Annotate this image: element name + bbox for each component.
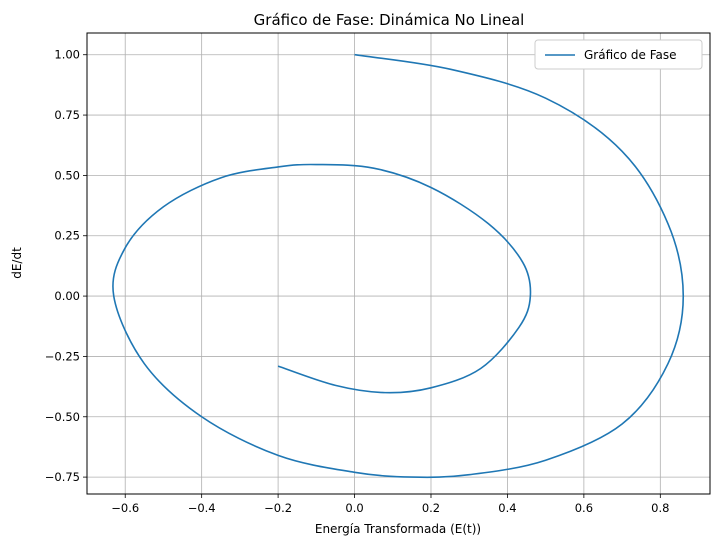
x-tick-label: −0.4 (188, 501, 216, 515)
legend-box (534, 39, 703, 70)
x-tick-label: 0.2 (422, 501, 440, 515)
series-layer (112, 53, 685, 479)
x-tick-label: −0.2 (264, 501, 292, 515)
grid-layer (87, 33, 710, 494)
series-line-grafico-de-fase (112, 53, 685, 479)
plot-frame (86, 32, 711, 495)
x-tick-label: 0.0 (345, 501, 363, 515)
legend-entry-label: Gráfico de Fase (584, 48, 677, 62)
x-axis-label: Energía Transformada (E(t)) (315, 522, 481, 536)
y-tick-label: 0.75 (54, 108, 80, 122)
y-tick-label: 0.25 (54, 229, 80, 243)
y-axis-label: dE/dt (10, 247, 24, 279)
x-tick-label: 0.6 (575, 501, 593, 515)
y-tick-label: 0.50 (54, 168, 80, 182)
y-tick-label: −0.75 (45, 470, 80, 484)
y-tick-label: −0.50 (45, 410, 80, 424)
y-tick-label: 0.00 (54, 289, 80, 303)
y-tick-label: 1.00 (54, 48, 80, 62)
chart-title: Gráfico de Fase: Dinámica No Lineal (254, 11, 525, 29)
tick-layer: −0.6 −0.4 −0.2 0.0 0.2 0.4 0.6 0.8 −0.75 −0.50 −0.… (45, 48, 670, 515)
legend: Gráfico de Fase (534, 39, 703, 70)
y-tick-label: −0.25 (45, 349, 80, 363)
x-tick-label: 0.4 (498, 501, 516, 515)
x-tick-label: 0.8 (651, 501, 669, 515)
x-tick-label: −0.6 (111, 501, 139, 515)
